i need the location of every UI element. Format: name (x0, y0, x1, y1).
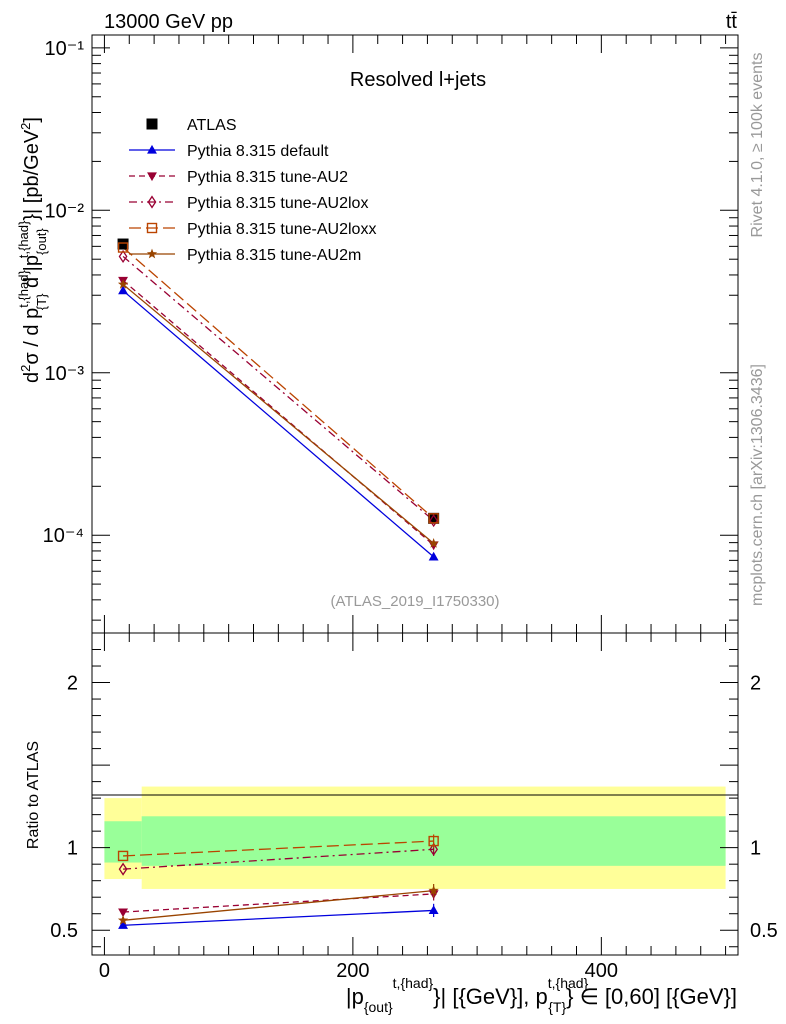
legend-marker-2 (147, 172, 157, 182)
main-line-2 (122, 279, 435, 546)
ratio-x-tick-label: 0 (99, 960, 110, 982)
main-line-4 (122, 247, 435, 519)
x-axis-label: |p{out}t,{had}}| [{GeV}], pt,{had} {T}} ∈… (346, 975, 737, 1015)
legend: ATLAS Pythia 8.315 default Pythia 8.315 tu… (129, 117, 376, 264)
ratio-point-3-0 (117, 850, 129, 862)
main-line-1 (122, 290, 435, 558)
ratio-y-tick-label-right: 2 (750, 673, 761, 695)
ratio-y-axis-label: Ratio to ATLAS (25, 741, 42, 849)
ratio-panel: 0.5 0.5 1 1 2 2 0 200 400 Ratio to ATLAS |p{out… (25, 632, 778, 1015)
ratio-axis-ticks (92, 632, 738, 955)
main-y-axis-label: d2σ / d pt,{had} {T} d |p{out}t,{had}}| [… (16, 117, 49, 383)
ratio-y-tick-label-right: 1 (750, 838, 761, 860)
ratio-point-3-1 (428, 835, 439, 847)
main-point-1-1 (428, 551, 439, 561)
panel-title: Resolved l+jets (350, 69, 486, 91)
legend-marker-1 (147, 144, 157, 154)
ratio-x-tick-labels: 0 200 400 (99, 960, 618, 982)
ratio-y-tick-labels: 0.5 0.5 1 1 2 2 (50, 673, 778, 943)
ratio-uncertainty-bands (104, 786, 726, 889)
ratio-y-tick-label-left: 2 (67, 673, 78, 695)
main-line-3 (122, 255, 435, 522)
ratio-point-0-1 (428, 905, 439, 915)
main-point-4-1 (428, 513, 439, 524)
legend-label-1: Pythia 8.315 default (187, 143, 329, 160)
legend-label-3: Pythia 8.315 tune-AU2lox (187, 195, 368, 212)
main-y-tick-label: 10⁻¹ (45, 38, 85, 60)
main-point-1-0 (118, 285, 129, 295)
ratio-line-0 (123, 909, 434, 926)
ratio-y-tick-label-right: 0.5 (750, 920, 778, 942)
legend-marker-0 (146, 118, 158, 130)
ratio-point-2-0 (118, 862, 128, 876)
main-line-5 (122, 283, 435, 544)
main-y-tick-labels: 10⁻¹ 10⁻² 10⁻³ 10⁻⁴ (43, 38, 85, 547)
main-y-tick-label: 10⁻³ (45, 363, 85, 385)
ratio-line-4 (122, 889, 434, 921)
ratio-point-1-0 (118, 908, 129, 918)
legend-label-5: Pythia 8.315 tune-AU2m (187, 247, 361, 264)
ratio-point-2-1 (429, 842, 439, 856)
ratio-frame (91, 632, 739, 956)
legend-label-0: ATLAS (187, 117, 237, 134)
main-point-5-1 (428, 538, 439, 548)
main-series-markers (117, 238, 440, 561)
ratio-point-4-1 (428, 885, 439, 895)
main-point-3-0 (118, 249, 128, 264)
main-y-tick-label: 10⁻⁴ (43, 525, 84, 547)
ratio-line-3 (123, 840, 434, 857)
main-point-4-0 (117, 242, 129, 253)
ratio-point-4-0 (117, 914, 129, 925)
legend-marker-3 (147, 195, 157, 209)
ratio-series-markers (117, 834, 439, 929)
main-series-lines (122, 247, 435, 558)
ratio-point-0-0 (118, 920, 129, 929)
energy-label: 13000 GeV pp (104, 11, 233, 33)
main-point-0-0 (117, 238, 129, 250)
ratio-y-tick-label-left: 0.5 (50, 920, 78, 942)
main-axis-ticks (92, 35, 738, 633)
main-point-3-1 (429, 514, 439, 528)
legend-marker-4 (146, 222, 158, 234)
source-label: mcplots.cern.ch [arXiv:1306.3436] (749, 364, 766, 606)
ratio-line-2 (123, 848, 434, 870)
ratio-x-tick-label: 400 (585, 960, 618, 982)
ratio-x-tick-label: 200 (336, 960, 369, 982)
ratio-line-1 (123, 893, 434, 913)
main-point-5-0 (117, 278, 129, 289)
legend-label-2: Pythia 8.315 tune-AU2 (187, 169, 348, 186)
process-label: tt̄ (726, 11, 738, 33)
ratio-band-1-0 (104, 821, 142, 863)
analysis-id: (ATLAS_2019_I1750330) (330, 593, 499, 610)
ratio-series-lines (122, 840, 434, 926)
legend-marker-5 (146, 248, 158, 259)
main-y-tick-label: 10⁻² (45, 200, 85, 222)
ratio-y-tick-label-left: 1 (67, 838, 78, 860)
rivet-label: Rivet 4.1.0, ≥ 100k events (749, 53, 766, 238)
main-point-0-1 (428, 512, 440, 524)
legend-label-4: Pythia 8.315 tune-AU2loxx (187, 221, 376, 238)
main-panel: 10⁻¹ 10⁻² 10⁻³ 10⁻⁴ Resolved l+jets (ATLAS_… (16, 34, 739, 634)
